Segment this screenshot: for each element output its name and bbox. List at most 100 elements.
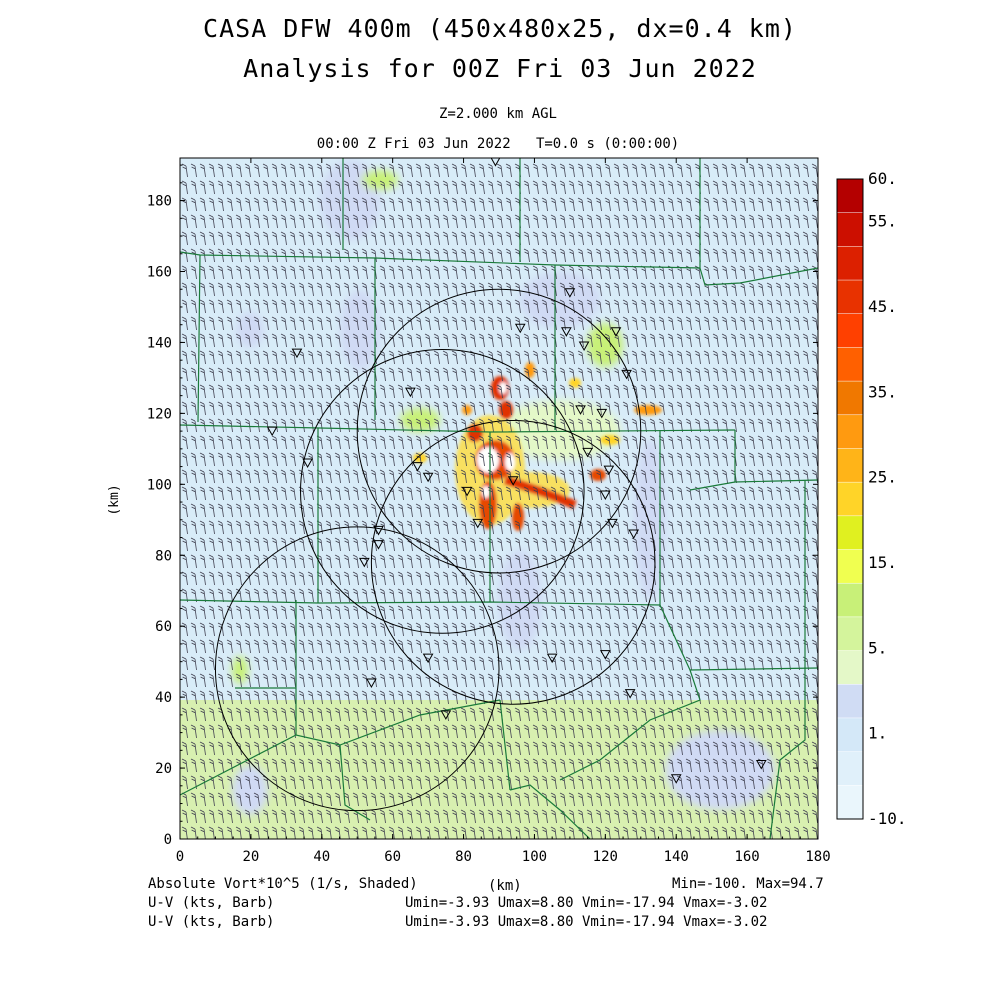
wind-barb [568,197,575,212]
wind-barb [541,486,548,501]
wind-barb [586,486,593,501]
wind-barb [262,639,269,654]
wind-barb [415,299,422,314]
wind-barb [415,333,422,348]
wind-barb [235,401,242,416]
colorbar-label: 15. [868,553,897,572]
wind-barb [568,809,575,824]
colorbar: 60.55.45.35.25.15.5.1.-10. [836,169,907,828]
wind-barb [505,639,512,654]
wind-barb [379,333,386,348]
wind-barb [496,367,503,382]
wind-barb [361,452,368,467]
wind-barb [406,163,413,178]
wind-barb [190,231,197,246]
wind-barb [433,367,440,382]
wind-barb [352,690,359,705]
wind-barb [253,163,260,178]
wind-barb [289,639,296,654]
wind-barb [370,248,377,263]
wind-barb [298,622,305,637]
wind-barb [226,826,233,839]
wind-barb [550,622,557,637]
wind-barb [442,180,449,195]
wind-barb [298,656,305,671]
wind-barb [181,639,188,654]
wind-barb [298,588,305,603]
wind-barb [577,282,584,297]
wind-barb [181,197,188,212]
wind-barb [568,707,575,722]
wind-barb [325,554,332,569]
wind-barb [361,724,368,739]
wind-barb [415,503,422,518]
wind-barb [298,707,305,722]
wind-barb [190,707,197,722]
wind-barb [181,707,188,722]
wind-barb [289,367,296,382]
wind-barb [451,163,458,178]
wind-barb [496,401,503,416]
wind-barb [505,214,512,229]
wind-barb [181,758,188,773]
wind-barb [316,180,323,195]
wind-barb [568,418,575,433]
wind-barb [442,537,449,552]
wind-barb [523,248,530,263]
wind-barb [289,180,296,195]
wind-barb [181,809,188,824]
wind-barb [604,401,611,416]
wind-barb [181,299,188,314]
wind-barb [415,197,422,212]
wind-barb [226,741,233,756]
wind-barb [541,435,548,450]
wind-barb [271,435,278,450]
wind-barb [433,724,440,739]
wind-barb [244,622,251,637]
wind-barb [289,231,296,246]
wind-barb [478,163,485,178]
wind-barb [478,333,485,348]
wind-barb [460,656,467,671]
wind-barb [226,333,233,348]
wind-barb [235,265,242,280]
wind-barb [298,197,305,212]
wind-barb [235,673,242,688]
wind-barb [460,333,467,348]
wind-barb [505,826,512,839]
wind-barb [244,486,251,501]
wind-barb [316,605,323,620]
wind-barb [613,367,620,382]
wind-barb [397,180,404,195]
wind-barb [505,197,512,212]
wind-barb [442,350,449,365]
wind-barb [388,775,395,790]
wind-barb [181,673,188,688]
wind-barb [559,673,566,688]
wind-barb [397,673,404,688]
wind-barb [190,792,197,807]
wind-barb [235,282,242,297]
wind-barb [271,350,278,365]
wind-barb [505,605,512,620]
wind-barb [595,520,602,535]
wind-barb [262,231,269,246]
wind-barb [262,503,269,518]
wind-barb [325,503,332,518]
wind-barb [586,469,593,484]
wind-barb [370,435,377,450]
wind-barb [316,724,323,739]
wind-barb [397,656,404,671]
wind-barb [199,452,206,467]
wind-barb [253,384,260,399]
wind-barb [343,248,350,263]
wind-barb [442,163,449,178]
wind-barb [370,690,377,705]
wind-barb [307,792,314,807]
wind-barb [235,690,242,705]
wind-barb [397,248,404,263]
wind-barb [496,588,503,603]
wind-barb [262,792,269,807]
wind-barb [424,452,431,467]
wind-barb [235,248,242,263]
